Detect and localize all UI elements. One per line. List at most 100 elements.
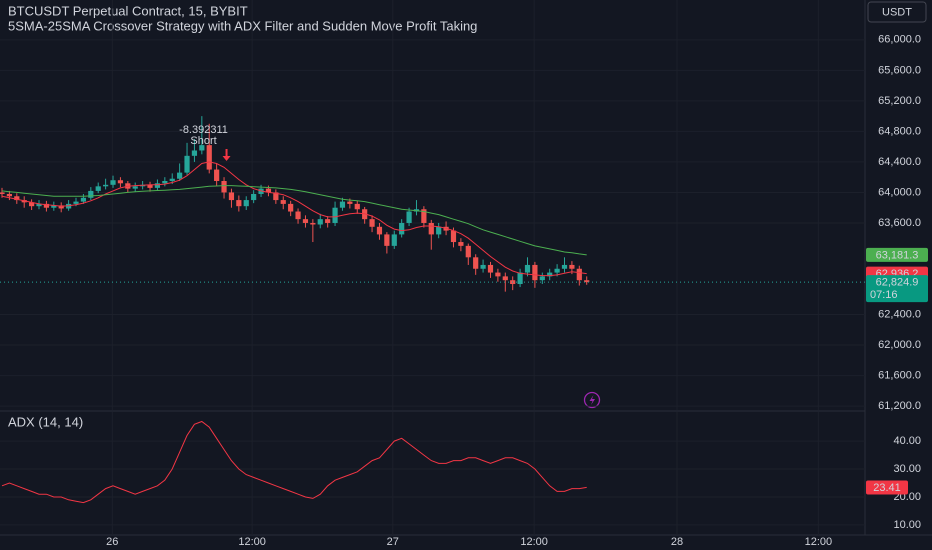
indicator-line bbox=[1, 420, 587, 504]
candle-body bbox=[584, 280, 590, 283]
y-tick-label: 65,600.0 bbox=[878, 64, 921, 76]
candle-body bbox=[428, 222, 434, 235]
candle-body bbox=[347, 201, 353, 204]
candle-body bbox=[310, 222, 316, 225]
candle-body bbox=[495, 272, 501, 277]
currency-button[interactable] bbox=[867, 1, 927, 23]
candle-body bbox=[199, 145, 205, 151]
candle-body bbox=[450, 230, 457, 243]
indicator-line bbox=[1, 185, 587, 256]
candle-body bbox=[214, 169, 220, 182]
candle-body bbox=[384, 234, 390, 246]
value-tag bbox=[866, 480, 908, 495]
candle-body bbox=[569, 264, 575, 269]
candle-body bbox=[228, 192, 235, 201]
candle-body bbox=[169, 178, 175, 182]
value-tag-label: 23.41 bbox=[873, 482, 901, 494]
y-tick-label: 30.00 bbox=[893, 463, 921, 475]
y-tick-label: 65,200.0 bbox=[878, 95, 921, 107]
alert-circle[interactable] bbox=[583, 391, 601, 409]
candle-body bbox=[184, 155, 190, 173]
candle-body bbox=[117, 180, 124, 184]
y-tick-label: 61,200.0 bbox=[878, 400, 921, 412]
candle-body bbox=[421, 209, 427, 223]
candle-body bbox=[480, 264, 486, 269]
alert-bolt[interactable] bbox=[589, 395, 596, 405]
candle-body bbox=[391, 234, 397, 246]
candle-body bbox=[339, 201, 346, 208]
y-tick-label: 62,400.0 bbox=[878, 308, 921, 320]
candle-body bbox=[332, 207, 338, 223]
candle-body bbox=[547, 272, 553, 277]
indicator-line bbox=[1, 161, 587, 277]
candle-body bbox=[206, 145, 212, 170]
candle-body bbox=[177, 172, 183, 179]
candle-body bbox=[88, 190, 94, 198]
currency-label[interactable]: USDT bbox=[882, 6, 912, 18]
candle-body bbox=[73, 201, 79, 204]
x-tick-label: 27 bbox=[387, 536, 399, 548]
x-tick-label: 12:00 bbox=[520, 536, 548, 548]
candle-body bbox=[6, 193, 12, 197]
candle-body bbox=[302, 219, 309, 223]
signal-label: Short bbox=[190, 135, 216, 147]
candle-body bbox=[465, 245, 471, 258]
candle-body bbox=[576, 268, 582, 281]
candle-body bbox=[369, 219, 375, 227]
y-tick-label: 62,000.0 bbox=[878, 339, 921, 351]
candle-body bbox=[325, 219, 331, 223]
candle-body bbox=[399, 222, 405, 235]
candle-body bbox=[554, 268, 560, 273]
x-tick-label: 28 bbox=[671, 536, 683, 548]
candle-body bbox=[236, 200, 242, 207]
candle-body bbox=[58, 205, 64, 209]
candle-body bbox=[273, 192, 279, 201]
price-tag bbox=[866, 275, 928, 303]
candle-body bbox=[243, 200, 249, 207]
y-tick-label: 66,000.0 bbox=[878, 34, 921, 46]
chart-title: BTCUSDT Perpetual Contract, 15, BYBIT bbox=[8, 3, 248, 18]
x-tick-label: 12:00 bbox=[805, 536, 833, 548]
candle-body bbox=[524, 264, 531, 273]
candle-body bbox=[406, 211, 412, 223]
price-tag-label: 62,824.9 bbox=[876, 277, 919, 289]
candle-body bbox=[376, 226, 383, 235]
candle-body bbox=[502, 276, 508, 281]
candle-body bbox=[132, 186, 138, 189]
y-tick-label: 64,800.0 bbox=[878, 125, 921, 137]
x-tick-label: 26 bbox=[106, 536, 118, 548]
y-tick-label: 10.00 bbox=[893, 519, 921, 531]
candle-body bbox=[487, 264, 494, 273]
candle-body bbox=[251, 193, 257, 201]
y-tick-label: 64,000.0 bbox=[878, 186, 921, 198]
candle-body bbox=[295, 211, 301, 220]
candle-body bbox=[354, 203, 360, 210]
candle-body bbox=[14, 196, 20, 201]
price-tag bbox=[866, 247, 928, 262]
candle-body bbox=[288, 203, 294, 212]
candle-body bbox=[103, 184, 109, 187]
signal-arrow bbox=[222, 149, 231, 161]
candle-body bbox=[36, 203, 42, 207]
indicator-title: ADX (14, 14) bbox=[8, 414, 83, 429]
candle-body bbox=[95, 186, 101, 191]
candle-body bbox=[458, 242, 464, 246]
x-tick-label: 12:00 bbox=[238, 536, 266, 548]
candle-body bbox=[0, 192, 5, 194]
candle-body bbox=[561, 264, 568, 269]
y-tick-label: 40.00 bbox=[893, 435, 921, 447]
candle-body bbox=[110, 180, 116, 185]
candle-body bbox=[221, 181, 227, 193]
candle-body bbox=[80, 197, 87, 202]
candle-body bbox=[162, 181, 168, 184]
candle-body bbox=[436, 226, 442, 235]
alert-icon[interactable] bbox=[583, 391, 601, 409]
candle-body bbox=[29, 202, 35, 207]
price-tag-label: 63,181.3 bbox=[876, 249, 919, 261]
y-tick-label: 63,600.0 bbox=[878, 217, 921, 229]
countdown: 07:16 bbox=[870, 289, 898, 301]
strategy-title: 5SMA-25SMA Crossover Strategy with ADX F… bbox=[8, 18, 477, 33]
candle-body bbox=[51, 205, 57, 208]
